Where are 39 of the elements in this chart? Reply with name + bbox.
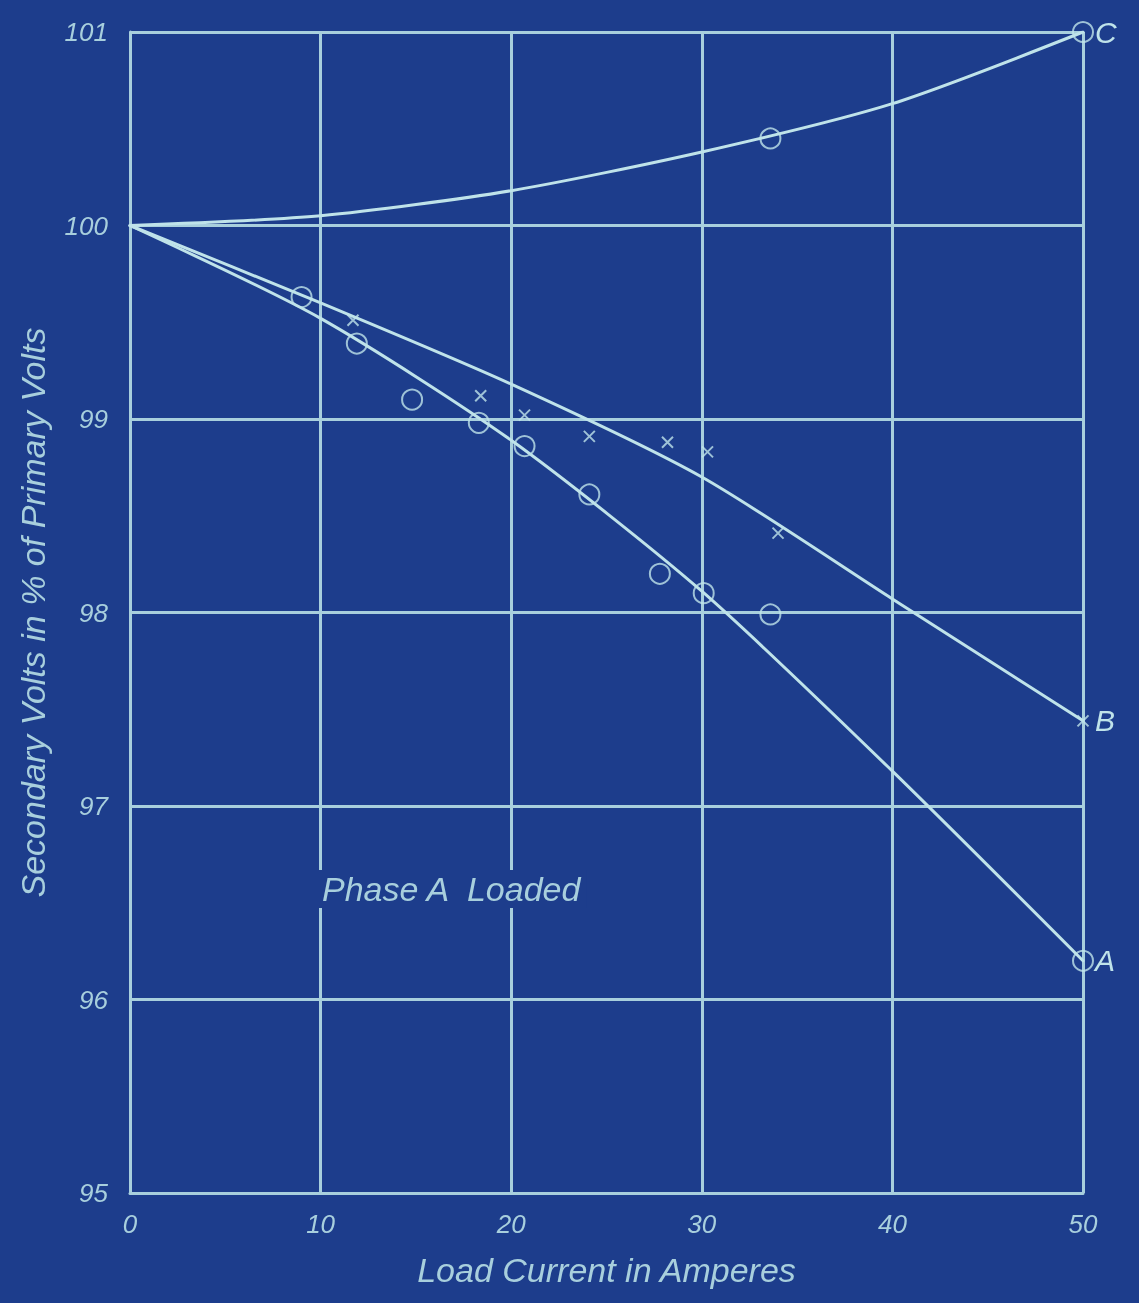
- series-label: A: [1093, 944, 1116, 978]
- y-tick-label: 99: [79, 404, 108, 434]
- annotation: Phase A Loaded: [322, 870, 582, 908]
- y-tick-label: 98: [79, 597, 109, 628]
- point: [692, 582, 715, 605]
- point: [290, 286, 313, 309]
- series-label: B: [1095, 704, 1116, 738]
- point: [771, 526, 785, 540]
- point: [518, 408, 532, 422]
- point: [401, 388, 424, 411]
- x-axis-title: Load Current in Amperes: [417, 1251, 796, 1289]
- x-tick-label: 40: [877, 1209, 908, 1239]
- y-tick-label: 97: [79, 791, 110, 821]
- series-label: C: [1095, 15, 1117, 49]
- y-tick-label: 95: [79, 1178, 109, 1208]
- y-tick-label: 101: [64, 17, 108, 47]
- y-tick-label: 96: [79, 984, 109, 1015]
- y-axis-title: Secondary Volts in % of Primary Volts: [14, 327, 52, 898]
- y-tick-label: 100: [64, 210, 109, 241]
- point: [578, 483, 601, 506]
- point: [759, 127, 782, 150]
- x-tick-label: 0: [122, 1209, 138, 1239]
- point: [1072, 949, 1094, 972]
- x-tick-label: 30: [687, 1209, 717, 1239]
- point: [1072, 21, 1094, 43]
- point: [474, 389, 488, 403]
- point: [582, 429, 596, 443]
- x-tick-label: 50: [1068, 1209, 1098, 1239]
- point: [701, 445, 715, 459]
- point: [345, 332, 368, 355]
- point: [759, 603, 782, 626]
- point: [1076, 714, 1090, 728]
- x-tick-label: 10: [306, 1209, 336, 1239]
- point: [660, 435, 674, 449]
- point: [648, 562, 671, 585]
- x-tick-label: 20: [495, 1209, 527, 1239]
- point: [513, 435, 536, 458]
- point: [467, 411, 490, 434]
- point: [346, 313, 360, 327]
